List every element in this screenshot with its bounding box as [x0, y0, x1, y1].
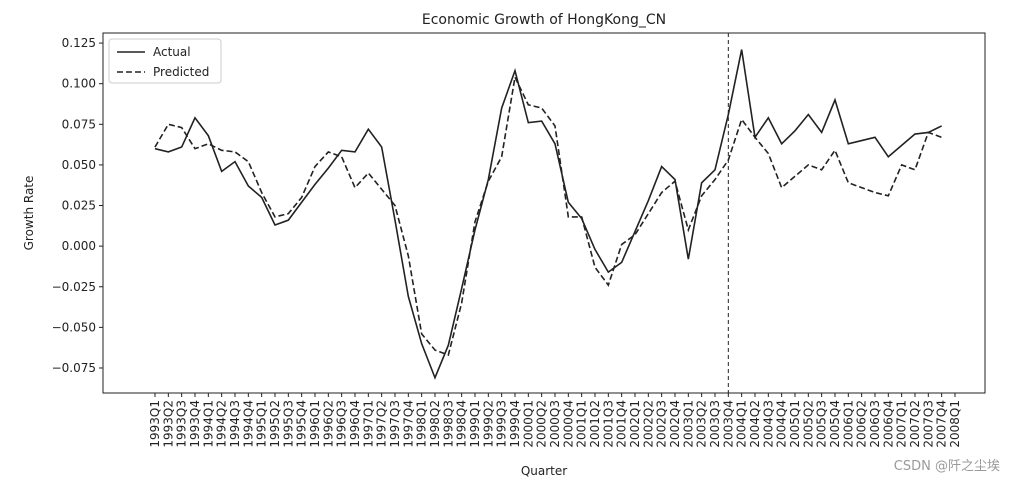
x-tick-label: 1999Q1	[468, 400, 482, 448]
x-tick-label: 2003Q2	[695, 400, 709, 448]
x-tick-label: 1995Q4	[295, 400, 309, 448]
x-tick-label: 2004Q3	[761, 400, 775, 448]
watermark: CSDN @阡之尘埃	[894, 459, 1000, 474]
x-tick-label: 2007Q4	[935, 400, 949, 448]
x-tick-label: 2007Q3	[921, 400, 935, 448]
x-tick-label: 1996Q3	[335, 400, 349, 448]
x-tick-label: 2002Q1	[628, 400, 642, 448]
x-tick-label: 1997Q3	[388, 400, 402, 448]
x-tick-label: 1996Q2	[321, 400, 335, 448]
x-tick-label: 1994Q1	[201, 400, 215, 448]
x-tick-label: 2007Q1	[895, 400, 909, 448]
x-tick-label: 1994Q3	[228, 400, 242, 448]
plot-area	[102, 32, 986, 394]
x-tick-label: 2001Q1	[575, 400, 589, 448]
x-tick-label: 2002Q4	[668, 400, 682, 448]
x-tick-label: 2008Q1	[948, 400, 962, 448]
legend-label: Predicted	[153, 65, 209, 79]
x-tick-label: 2004Q1	[735, 400, 749, 448]
x-tick-label: 2004Q2	[748, 400, 762, 448]
x-tick-label: 2005Q1	[788, 400, 802, 448]
x-tick-label: 2000Q1	[521, 400, 535, 448]
x-tick-label: 2005Q3	[815, 400, 829, 448]
y-tick-label: 0.025	[62, 199, 96, 213]
x-tick-label: 1998Q2	[428, 400, 442, 448]
x-tick-label: 1994Q2	[215, 400, 229, 448]
x-tick-label: 1995Q2	[268, 400, 282, 448]
x-tick-label: 1995Q1	[255, 400, 269, 448]
y-tick-label: 0.125	[62, 36, 96, 50]
x-tick-label: 2004Q4	[775, 400, 789, 448]
x-tick-label: 2006Q3	[868, 400, 882, 448]
x-tick-label: 2002Q3	[655, 400, 669, 448]
x-tick-label: 1997Q2	[375, 400, 389, 448]
x-tick-label: 1999Q4	[508, 400, 522, 448]
x-tick-label: 2000Q3	[548, 400, 562, 448]
y-tick-label: 0.100	[62, 77, 96, 91]
x-tick-label: 1993Q3	[175, 400, 189, 448]
x-tick-label: 2006Q2	[855, 400, 869, 448]
x-tick-label: 1998Q4	[455, 400, 469, 448]
x-tick-label: 2007Q2	[908, 400, 922, 448]
x-axis-label: Quarter	[521, 464, 567, 478]
x-tick-label: 2001Q4	[615, 400, 629, 448]
x-tick-label: 2000Q2	[535, 400, 549, 448]
x-tick-label: 1993Q1	[148, 400, 162, 448]
y-tick-label: 0.075	[62, 117, 96, 131]
y-tick-label: −0.050	[52, 320, 96, 334]
y-tick-label: 0.050	[62, 158, 96, 172]
x-tick-label: 2005Q4	[828, 400, 842, 448]
x-tick-label: 2005Q2	[801, 400, 815, 448]
y-axis-label: Growth Rate	[22, 176, 36, 251]
x-tick-label: 2003Q3	[708, 400, 722, 448]
x-tick-label: 2002Q2	[641, 400, 655, 448]
x-tick-label: 1998Q3	[441, 400, 455, 448]
x-tick-label: 2001Q2	[588, 400, 602, 448]
series-line	[154, 74, 942, 357]
x-tick-label: 1999Q2	[481, 400, 495, 448]
y-tick-label: −0.025	[52, 280, 96, 294]
x-tick-label: 1994Q4	[241, 400, 255, 448]
chart-title: Economic Growth of HongKong_CN	[422, 12, 666, 28]
x-tick-label: 1995Q3	[281, 400, 295, 448]
x-tick-label: 2006Q1	[841, 400, 855, 448]
x-tick-label: 1996Q1	[308, 400, 322, 448]
legend-label: Actual	[153, 45, 191, 59]
x-tick-label: 2003Q4	[721, 400, 735, 448]
x-tick-label: 1999Q3	[495, 400, 509, 448]
y-tick-label: 0.000	[62, 239, 96, 253]
x-tick-label: 1998Q1	[415, 400, 429, 448]
y-tick-label: −0.075	[52, 361, 96, 375]
legend: Actual Predicted	[108, 38, 222, 84]
x-tick-label: 1993Q4	[188, 400, 202, 448]
x-tick-label: 1997Q4	[401, 400, 415, 448]
x-tick-label: 1997Q1	[361, 400, 375, 448]
x-tick-label: 2000Q4	[561, 400, 575, 448]
x-tick-label: 2001Q3	[601, 400, 615, 448]
x-tick-label: 1996Q4	[348, 400, 362, 448]
x-tick-label: 2006Q4	[881, 400, 895, 448]
series-line	[154, 49, 943, 380]
x-tick-label: 1993Q2	[161, 400, 175, 448]
x-tick-label: 2003Q1	[681, 400, 695, 448]
